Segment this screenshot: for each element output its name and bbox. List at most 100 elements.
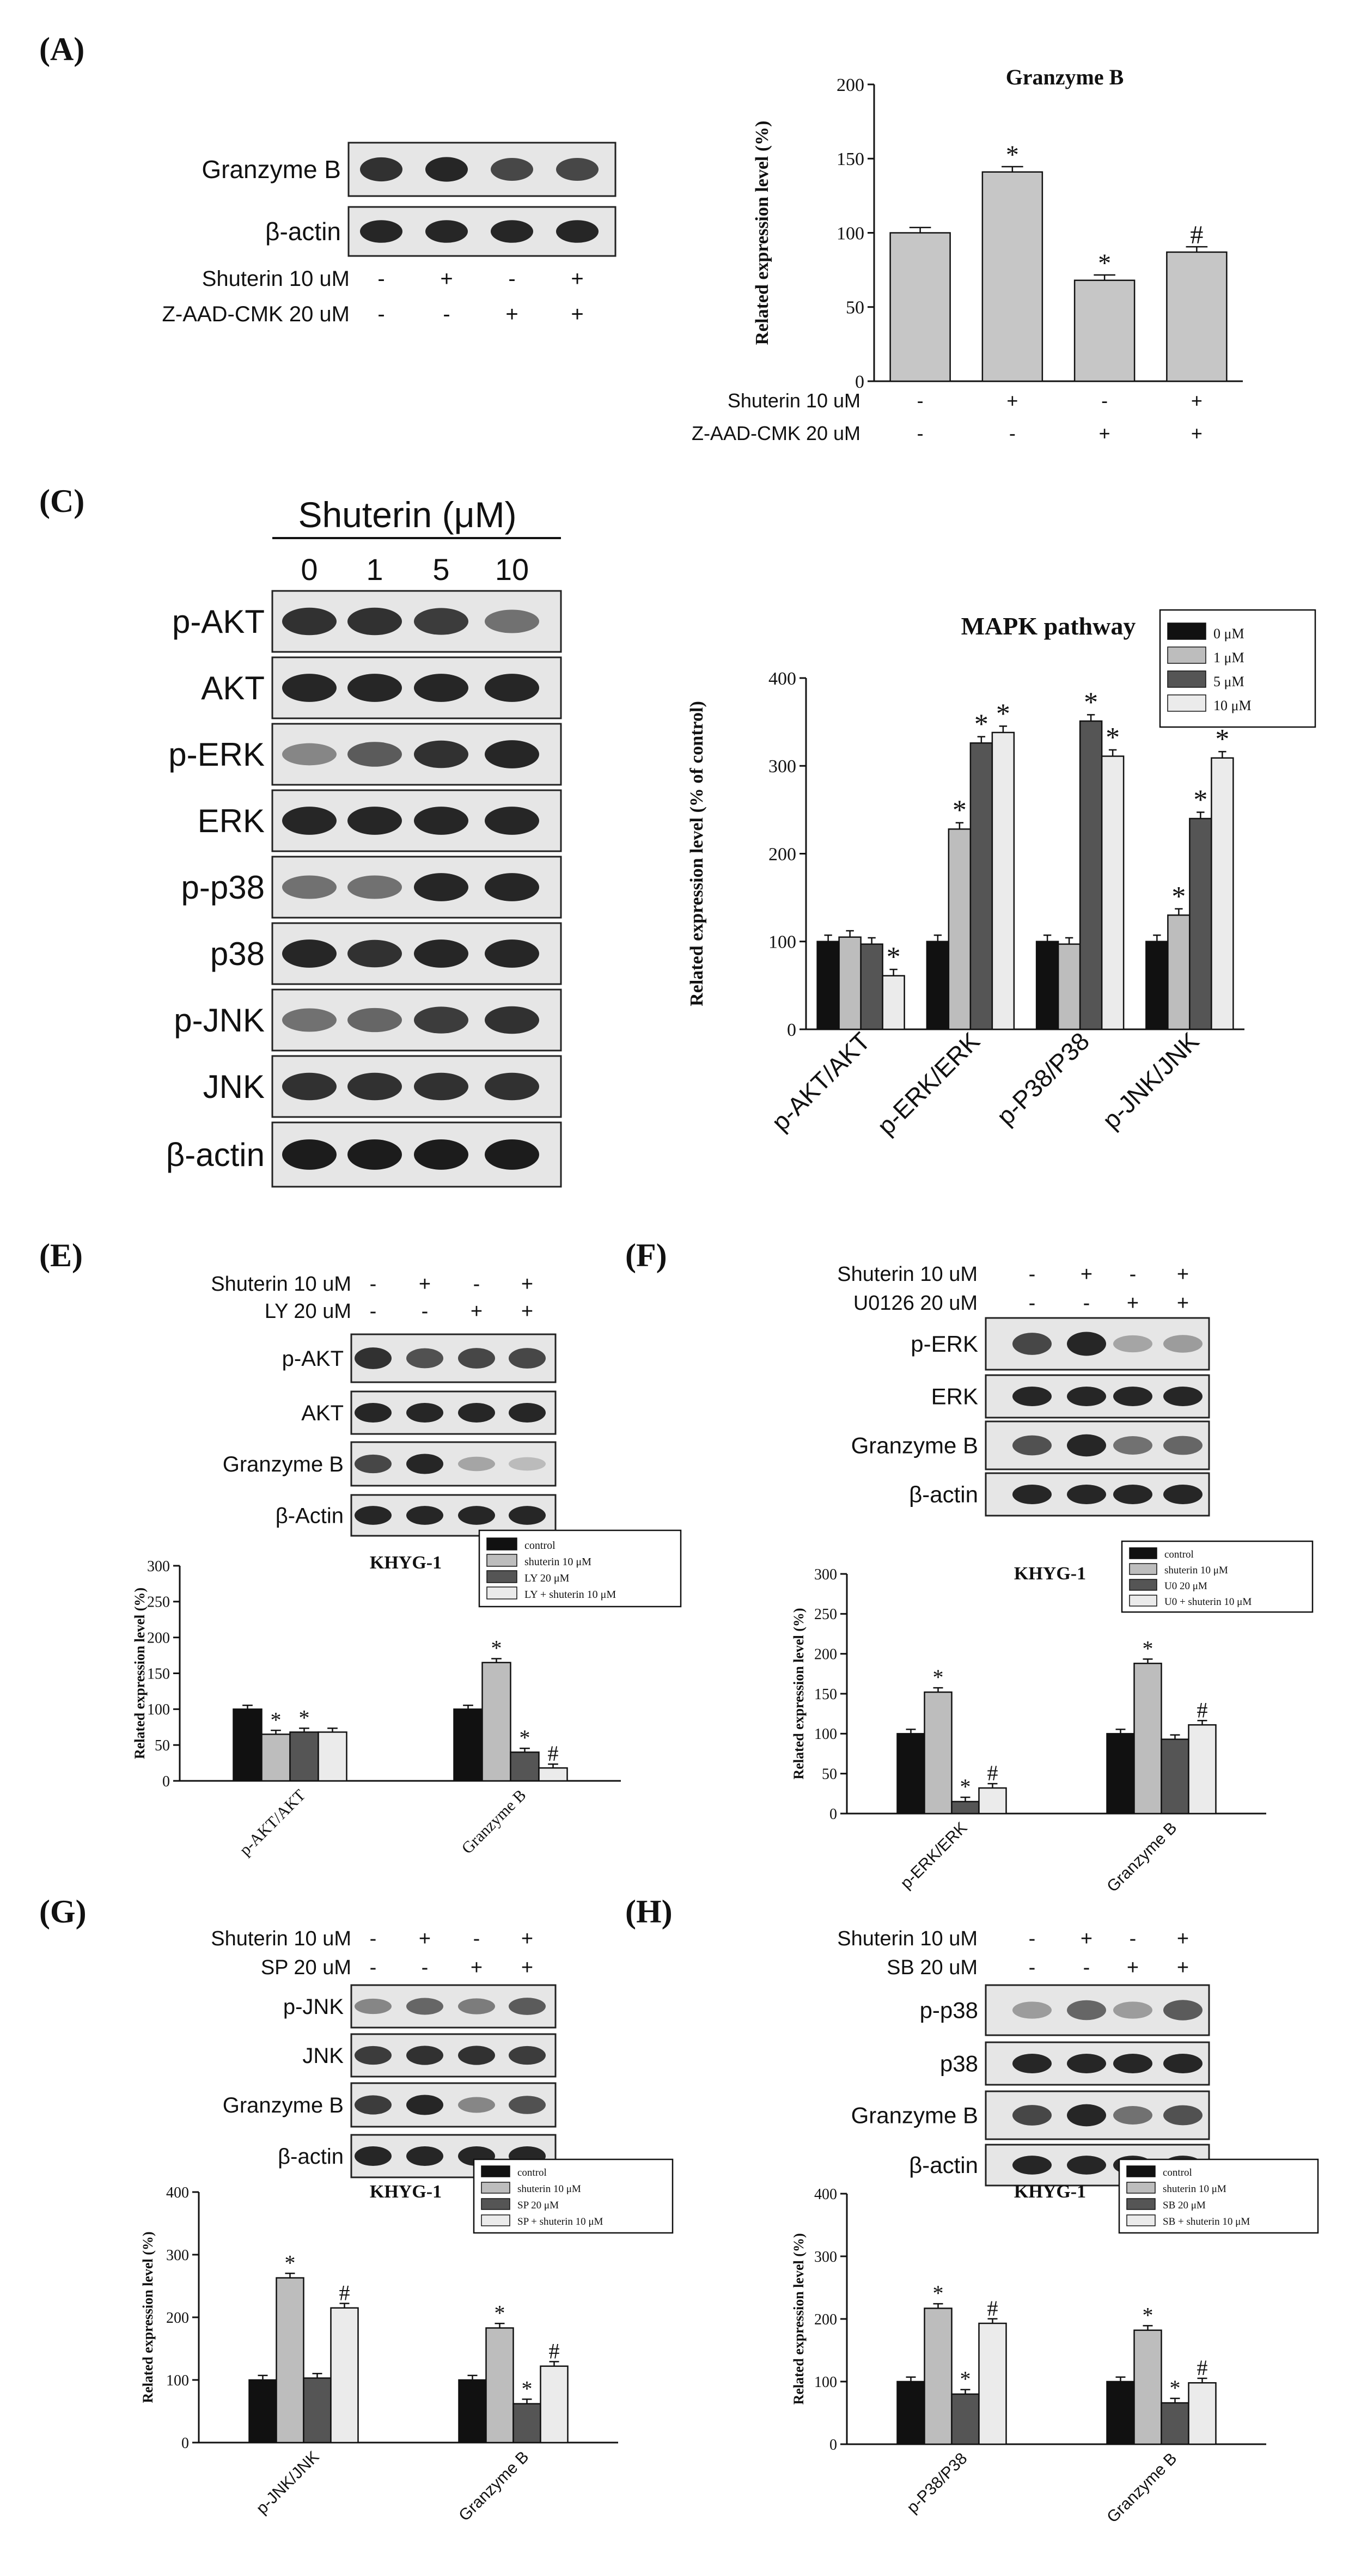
blot-band [1113, 1484, 1152, 1505]
treatment-sign: - [917, 422, 924, 444]
legend-swatch [486, 1586, 517, 1600]
lane-label: 0 [301, 552, 318, 587]
y-axis-title: Related expression level (%) [752, 120, 772, 345]
y-tick-label: 400 [814, 2186, 837, 2203]
significance-mark: * [520, 1725, 530, 1750]
y-axis-title: Related expression level (%) [791, 1608, 807, 1779]
significance-mark: * [495, 2300, 505, 2325]
blot-band [509, 1457, 546, 1471]
blot-header: Shuterin (μM) [298, 495, 516, 535]
blot-band [360, 220, 402, 243]
chart-title: MAPK pathway [961, 612, 1136, 640]
significance-mark: * [271, 1707, 282, 1732]
legend-label: SP + shuterin 10 μM [517, 2216, 603, 2227]
bar [951, 1800, 980, 1815]
blot-band [1113, 1335, 1152, 1353]
treatment-sign: + [521, 1273, 533, 1296]
bar [485, 2327, 514, 2444]
blot-panel-a: Granzyme B β-actin Shuterin 10 uM - + - + Z-AAD… [162, 142, 617, 326]
treatment-sign: + [1081, 1927, 1092, 1950]
y-tick-label: 400 [768, 669, 796, 689]
treatment-label: SP 20 uM [261, 1956, 351, 1979]
y-tick-label: 0 [855, 372, 864, 392]
significance-mark: * [933, 1665, 944, 1689]
bar [289, 1731, 319, 1782]
blot-band [414, 807, 468, 835]
treatment-sign: - [1083, 1292, 1090, 1315]
y-tick-label: 100 [814, 2374, 837, 2391]
legend-swatch [1126, 2165, 1156, 2177]
legend-label: control [517, 2167, 547, 2178]
bar [540, 2365, 569, 2444]
blot-row-label: Granzyme B [223, 2093, 344, 2117]
treatment-sign: - [422, 1956, 429, 1979]
blot-band [485, 609, 539, 633]
significance-mark: * [933, 2281, 944, 2305]
y-tick-label: 150 [147, 1665, 170, 1682]
legend-label: control [524, 1540, 556, 1552]
blot-band [1012, 2156, 1052, 2175]
blot-row-label: p-ERK [911, 1331, 978, 1357]
legend-label: U0 20 μM [1164, 1580, 1207, 1592]
blot-band [1163, 1436, 1203, 1455]
blot-row-label: p-p38 [181, 869, 265, 906]
bar [951, 2393, 980, 2445]
bar [458, 2379, 487, 2444]
y-tick-label: 50 [822, 1766, 837, 1783]
significance-mark: * [522, 2376, 533, 2401]
blot-band [458, 1998, 495, 2015]
treatment-label: Z-AAD-CMK 20 uM [692, 422, 860, 444]
blot-band [282, 743, 337, 766]
blot-band [406, 1506, 443, 1525]
y-tick-label: 50 [846, 298, 864, 318]
bar [1057, 943, 1081, 1030]
blot-row-label: β-actin [909, 2152, 978, 2178]
blot-band [282, 1139, 337, 1170]
treatment-sign: + [521, 1927, 533, 1950]
bar [1035, 941, 1059, 1030]
y-tick-label: 300 [814, 1566, 837, 1583]
treatment-sign: + [571, 267, 583, 291]
treatment-sign: + [419, 1927, 431, 1950]
significance-mark: # [548, 1741, 559, 1766]
blot-band [355, 2095, 392, 2115]
blot-row-label: β-actin [265, 217, 341, 246]
legend-swatch [481, 2214, 510, 2226]
legend-swatch [1167, 646, 1206, 664]
blot-band [282, 807, 337, 835]
panel-label-f: (F) [625, 1237, 667, 1273]
treatment-sign: - [1029, 1956, 1036, 1979]
legend-swatch [481, 2165, 510, 2177]
blot-band [414, 1072, 468, 1101]
treatment-label: Shuterin 10 uM [728, 389, 860, 412]
bar [1101, 755, 1125, 1030]
blot-band [406, 1348, 443, 1369]
blot-band [1012, 1386, 1052, 1407]
treatment-sign: + [1177, 1263, 1189, 1286]
bar-chart-E: 0 50 100 150 200 250 300 KHYG-1 Related expressi… [132, 1529, 682, 1859]
bar [303, 2377, 332, 2444]
lane-label: 10 [495, 552, 529, 587]
blot-band [509, 2096, 546, 2114]
treatment-sign: - [473, 1927, 480, 1950]
y-tick-label: 300 [166, 2247, 189, 2264]
blot-row-label: β-actin [278, 2145, 344, 2169]
treatment-sign: + [1127, 1292, 1139, 1315]
treatment-sign: - [1101, 389, 1108, 412]
y-tick-label: 400 [166, 2184, 189, 2201]
blot-band [355, 1402, 392, 1423]
bar [1188, 2382, 1217, 2445]
significance-mark: # [1197, 2355, 1208, 2380]
blot-band [1113, 2053, 1152, 2074]
bar [978, 2322, 1007, 2445]
blot-row-label: ERK [931, 1384, 978, 1409]
blot-band [1012, 2053, 1052, 2074]
blot-band [355, 1347, 392, 1369]
blot-band [1067, 2000, 1106, 2020]
treatment-sign: + [471, 1956, 483, 1979]
blot-band [282, 1072, 337, 1101]
significance-mark: * [1193, 784, 1207, 815]
legend-swatch [1129, 1595, 1157, 1607]
legend-label: SB + shuterin 10 μM [1163, 2216, 1250, 2227]
